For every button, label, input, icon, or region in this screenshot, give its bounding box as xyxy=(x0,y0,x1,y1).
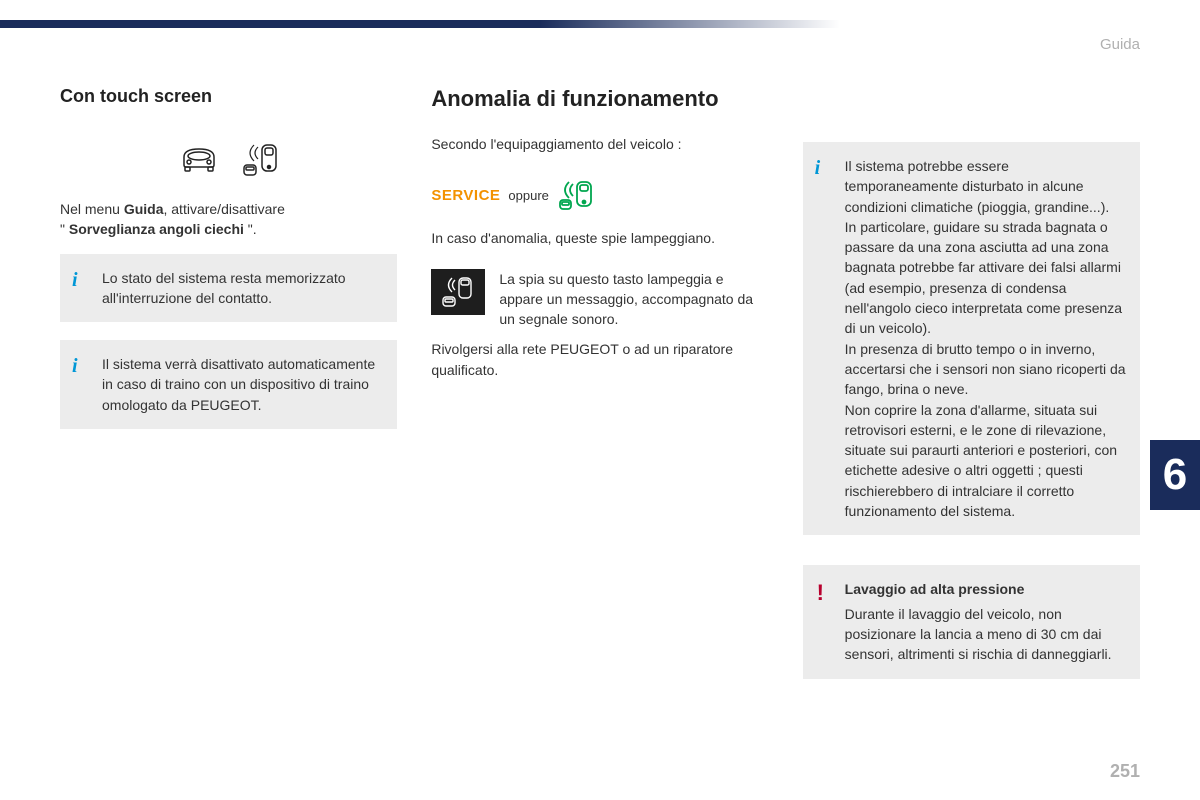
button-explanation-text: La spia su questo tasto lampeggia e appa… xyxy=(499,269,768,330)
col1-intro: Nel menu Guida, attivare/disattivare " S… xyxy=(60,199,397,240)
info1-text: Lo stato del sistema resta memorizzato a… xyxy=(102,270,346,306)
header-stripe xyxy=(0,20,1200,28)
car-front-icon xyxy=(176,139,222,175)
page-number: 251 xyxy=(1110,761,1140,782)
column-2: Anomalia di funzionamento Secondo l'equi… xyxy=(431,86,768,679)
warn-text: Durante il lavaggio del veicolo, non pos… xyxy=(845,604,1126,665)
blind-spot-icon xyxy=(240,139,282,177)
info-icon: i xyxy=(72,266,78,295)
button-glyph xyxy=(439,273,477,311)
info-icon: i xyxy=(72,352,78,381)
weather-p2: In particolare, guidare su strada bagnat… xyxy=(845,217,1126,339)
col1-heading: Con touch screen xyxy=(60,86,397,107)
dashboard-button-icon xyxy=(431,269,485,315)
green-blind-spot-icon xyxy=(557,178,597,212)
warn-title: Lavaggio ad alta pressione xyxy=(845,579,1126,599)
col2-line2: In caso d'anomalia, queste spie lampeggi… xyxy=(431,228,768,248)
info-box-memory: i Lo stato del sistema resta memorizzato… xyxy=(60,254,397,323)
info-box-weather: i Il sistema potrebbe essere temporaneam… xyxy=(803,142,1140,535)
intro-suffix: , attivare/disattivare xyxy=(163,201,284,217)
column-3: i Il sistema potrebbe essere temporaneam… xyxy=(803,142,1140,679)
col2-line1: Secondo l'equipaggiamento del veicolo : xyxy=(431,134,768,154)
page-content: Con touch screen xyxy=(60,86,1140,679)
column-1: Con touch screen xyxy=(60,86,397,679)
info-icon: i xyxy=(815,154,821,183)
chapter-number-badge: 6 xyxy=(1150,440,1200,510)
weather-p3: In presenza di brutto tempo o in inverno… xyxy=(845,339,1126,400)
weather-p1: Il sistema potrebbe essere temporaneamen… xyxy=(845,156,1126,217)
button-explanation-row: La spia su questo tasto lampeggia e appa… xyxy=(431,269,768,330)
section-label: Guida xyxy=(1100,36,1140,53)
intro2-suffix: ". xyxy=(244,221,257,237)
intro2-bold: Sorveglianza angoli ciechi xyxy=(69,221,244,237)
service-warning-text: SERVICE xyxy=(431,187,500,204)
info2-text: Il sistema verrà disattivato automaticam… xyxy=(102,356,375,413)
or-label: oppure xyxy=(508,188,548,203)
intro-bold: Guida xyxy=(124,201,164,217)
service-indicator-row: SERVICE oppure xyxy=(431,178,768,212)
info-box-towing: i Il sistema verrà disattivato automatic… xyxy=(60,340,397,429)
weather-p4: Non coprire la zona d'allarme, situata s… xyxy=(845,400,1126,522)
warning-box-washing: ! Lavaggio ad alta pressione Durante il … xyxy=(803,565,1140,678)
touchscreen-icons-row xyxy=(60,139,397,177)
intro-prefix: Nel menu xyxy=(60,201,124,217)
intro2-prefix: " xyxy=(60,221,69,237)
warning-icon: ! xyxy=(817,577,824,609)
col2-line3: Rivolgersi alla rete PEUGEOT o ad un rip… xyxy=(431,339,768,380)
col2-heading: Anomalia di funzionamento xyxy=(431,86,768,112)
